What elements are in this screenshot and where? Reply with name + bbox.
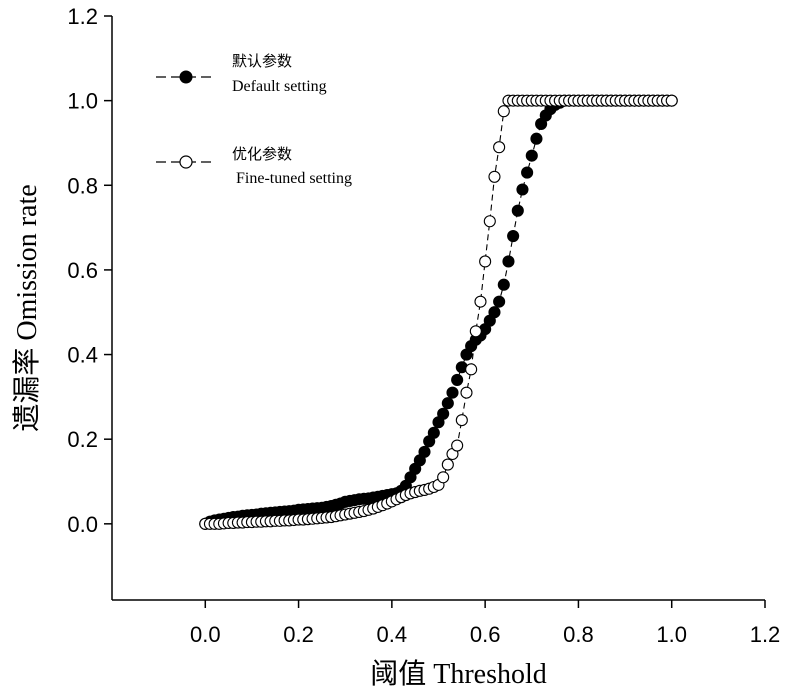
legend-item-default: 默认参数 Default setting (156, 52, 327, 95)
data-point-default (488, 306, 501, 319)
data-point-fine-tuned (441, 458, 454, 471)
data-point-default (441, 397, 454, 410)
y-axis-title: 遗漏率 Omission rate (11, 184, 43, 431)
data-point-fine-tuned (437, 471, 450, 484)
series-line-fine-tuned (205, 100, 672, 525)
data-point-fine-tuned (455, 414, 468, 427)
series-fine-tuned (199, 94, 678, 530)
data-point-default (497, 278, 510, 291)
x-tick-label: 1.0 (656, 622, 687, 647)
legend-marker-default (179, 70, 193, 84)
data-point-default (511, 204, 524, 217)
axes: 0.0 0.2 0.4 0.6 0.8 1.0 1.2 0.0 0.2 0.4 0.6 0.8 1.0… (67, 4, 780, 647)
data-point-default (427, 426, 440, 439)
series-layer (199, 94, 678, 530)
data-point-default (446, 386, 459, 399)
x-tick-label: 0.6 (470, 622, 501, 647)
data-point-fine-tuned (483, 215, 496, 228)
series-line-default (205, 100, 672, 525)
legend-label-zh-fine-tuned: 优化参数 (232, 145, 292, 163)
data-point-fine-tuned (493, 141, 506, 154)
y-tick-label: 0.4 (67, 343, 98, 368)
y-tick-label: 0.8 (67, 173, 98, 198)
legend: 默认参数 Default setting 优化参数 Fine-tuned set… (156, 52, 352, 187)
x-ticks: 0.0 0.2 0.4 0.6 0.8 1.0 1.2 (190, 600, 780, 647)
y-tick-label: 1.0 (67, 89, 98, 114)
data-point-fine-tuned (451, 439, 464, 452)
legend-label-en-fine-tuned: Fine-tuned setting (236, 170, 352, 187)
data-point-fine-tuned (497, 105, 510, 118)
data-point-default (507, 230, 520, 243)
data-point-default (525, 149, 538, 162)
y-tick-label: 0.0 (67, 512, 98, 537)
y-tick-label: 1.2 (67, 4, 98, 29)
data-point-default (502, 255, 515, 268)
data-point-default (418, 445, 431, 458)
data-point-default (516, 183, 529, 196)
legend-item-fine-tuned: 优化参数 Fine-tuned setting (156, 145, 352, 187)
data-point-fine-tuned (474, 295, 487, 308)
data-point-fine-tuned (460, 386, 473, 399)
data-point-default (521, 166, 534, 179)
legend-label-en-default: Default setting (232, 78, 327, 95)
legend-marker-fine-tuned (179, 155, 193, 169)
data-point-fine-tuned (465, 363, 478, 376)
data-point-default (530, 132, 543, 145)
legend-label-zh-default: 默认参数 (232, 52, 292, 70)
y-tick-label: 0.6 (67, 258, 98, 283)
x-tick-label: 0.8 (563, 622, 594, 647)
x-tick-label: 0.2 (283, 622, 314, 647)
data-point-fine-tuned (488, 170, 501, 183)
x-tick-label: 0.4 (377, 622, 408, 647)
data-point-default (437, 407, 450, 420)
y-ticks: 0.0 0.2 0.4 0.6 0.8 1.0 1.2 (67, 4, 112, 537)
data-point-fine-tuned (665, 94, 678, 107)
data-point-default (493, 295, 506, 308)
x-tick-label: 1.2 (750, 622, 781, 647)
data-point-fine-tuned (479, 255, 492, 268)
y-tick-label: 0.2 (67, 427, 98, 452)
x-axis-title: 阈值 Threshold (370, 658, 547, 690)
data-point-fine-tuned (469, 325, 482, 338)
x-tick-label: 0.0 (190, 622, 221, 647)
data-point-default (451, 373, 464, 386)
